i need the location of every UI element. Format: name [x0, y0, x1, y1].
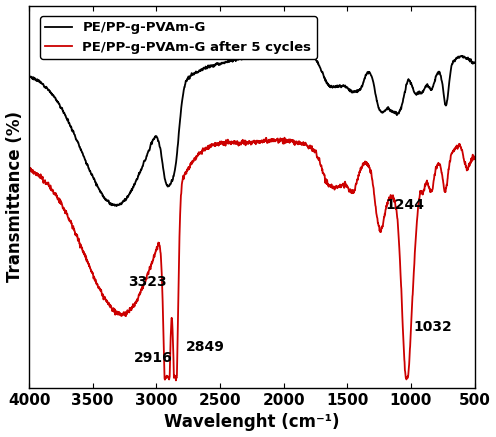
- PE/PP-g-PVAm-G: [436, 69, 442, 74]
- PE/PP-g-PVAm-G: [472, 60, 478, 65]
- PE/PP-g-PVAm-G: [114, 204, 120, 209]
- Text: 2916: 2916: [134, 351, 173, 365]
- Text: 2849: 2849: [186, 340, 225, 354]
- PE/PP-g-PVAm-G after 5 cycles: [26, 166, 32, 172]
- PE/PP-g-PVAm-G: [217, 61, 223, 66]
- PE/PP-g-PVAm-G after 5 cycles: [458, 145, 464, 150]
- PE/PP-g-PVAm-G: [26, 73, 32, 78]
- PE/PP-g-PVAm-G after 5 cycles: [472, 154, 478, 159]
- PE/PP-g-PVAm-G after 5 cycles: [436, 161, 442, 166]
- Line: PE/PP-g-PVAm-G after 5 cycles: PE/PP-g-PVAm-G after 5 cycles: [29, 138, 475, 381]
- X-axis label: Wavelenght (cm⁻¹): Wavelenght (cm⁻¹): [164, 413, 340, 431]
- PE/PP-g-PVAm-G: [350, 89, 356, 94]
- PE/PP-g-PVAm-G after 5 cycles: [173, 378, 179, 383]
- Y-axis label: Transmittance (%): Transmittance (%): [5, 111, 23, 282]
- Legend: PE/PP-g-PVAm-G, PE/PP-g-PVAm-G after 5 cycles: PE/PP-g-PVAm-G, PE/PP-g-PVAm-G after 5 c…: [40, 16, 316, 59]
- PE/PP-g-PVAm-G after 5 cycles: [217, 139, 223, 144]
- PE/PP-g-PVAm-G after 5 cycles: [282, 135, 288, 140]
- PE/PP-g-PVAm-G: [238, 56, 244, 61]
- PE/PP-g-PVAm-G after 5 cycles: [213, 141, 219, 146]
- PE/PP-g-PVAm-G: [273, 49, 279, 54]
- PE/PP-g-PVAm-G after 5 cycles: [350, 189, 356, 194]
- PE/PP-g-PVAm-G: [213, 62, 219, 67]
- Text: 1244: 1244: [385, 198, 425, 212]
- Text: 3323: 3323: [128, 274, 167, 288]
- PE/PP-g-PVAm-G: [458, 53, 464, 59]
- Text: 1032: 1032: [414, 320, 452, 334]
- PE/PP-g-PVAm-G after 5 cycles: [238, 142, 244, 147]
- Line: PE/PP-g-PVAm-G: PE/PP-g-PVAm-G: [29, 52, 475, 206]
